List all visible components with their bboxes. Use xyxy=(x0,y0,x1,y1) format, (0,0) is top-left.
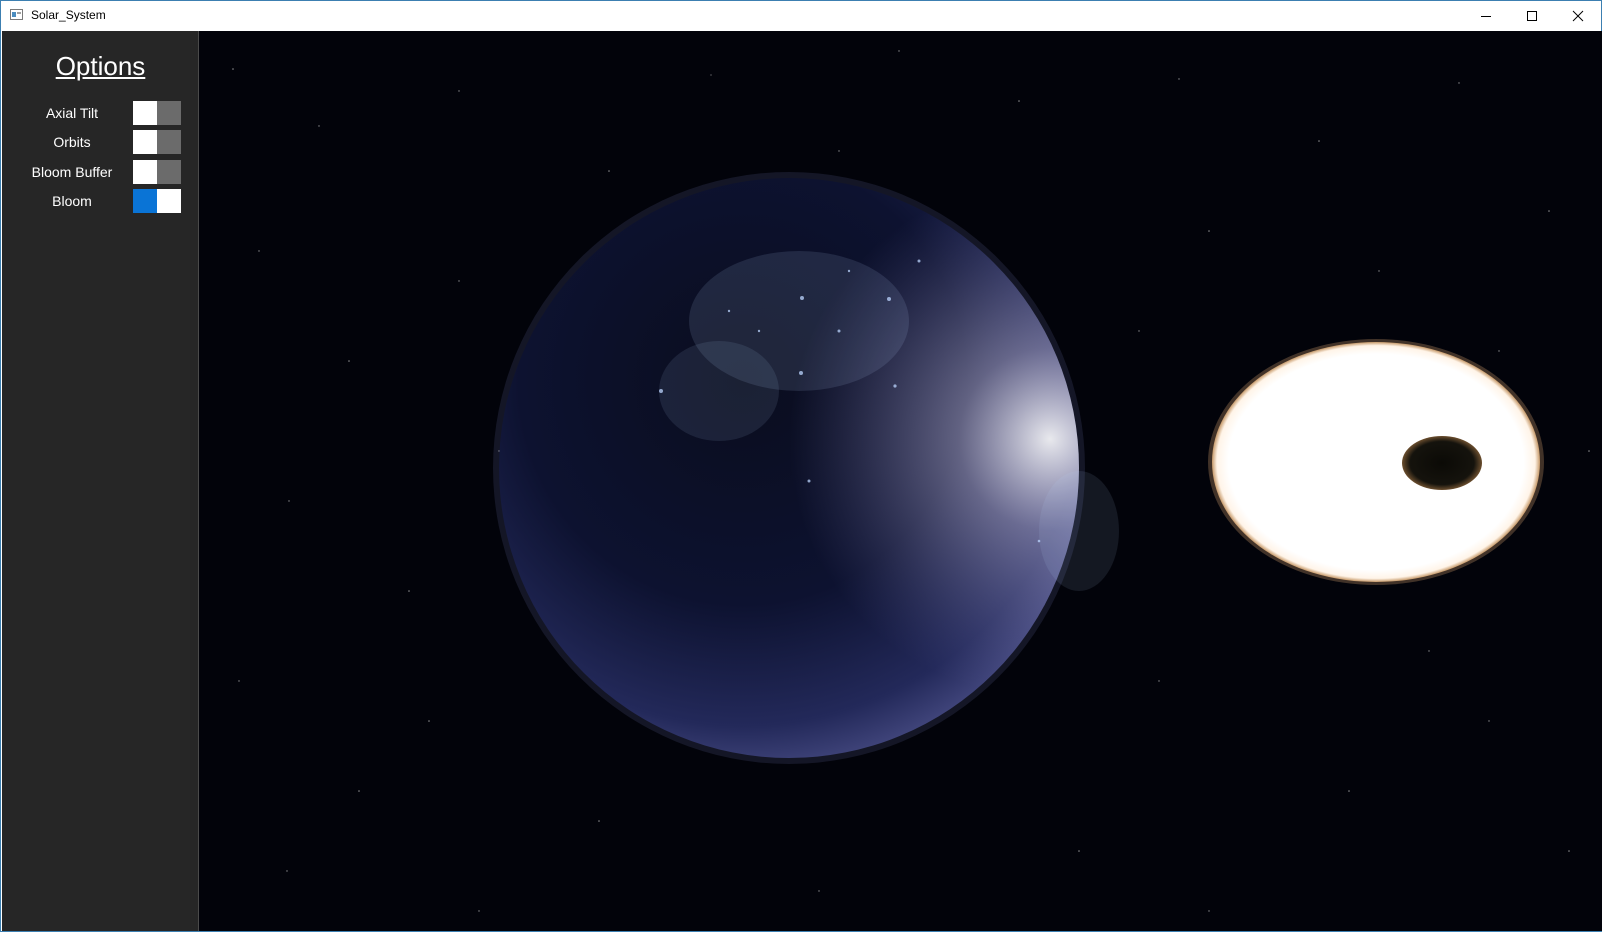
option-label: Bloom Buffer xyxy=(31,164,113,180)
toggle-knob xyxy=(157,189,181,213)
toggle-knob xyxy=(133,160,157,184)
option-label: Bloom xyxy=(52,193,92,209)
window-title: Solar_System xyxy=(31,8,106,22)
toggle-track xyxy=(157,130,181,154)
toggle-track xyxy=(133,189,157,213)
render-viewport[interactable] xyxy=(199,31,1602,931)
options-heading: Options xyxy=(55,51,146,81)
option-row-axial-tilt: Axial Tilt xyxy=(2,101,199,125)
option-row-orbits: Orbits xyxy=(2,130,199,154)
option-row-bloom: Bloom xyxy=(2,189,199,213)
options-panel: Options Axial Tilt Orbits Bloom Buffer B… xyxy=(2,31,199,931)
moon-silhouette xyxy=(1402,436,1482,490)
toggle-track xyxy=(157,101,181,125)
axial-tilt-toggle[interactable] xyxy=(133,101,181,125)
toggle-knob xyxy=(133,130,157,154)
toggle-knob xyxy=(133,101,157,125)
close-button[interactable] xyxy=(1555,1,1601,31)
bloom-toggle[interactable] xyxy=(133,189,181,213)
option-row-bloom-buffer: Bloom Buffer xyxy=(2,160,199,184)
sun-star xyxy=(1208,339,1544,585)
bloom-buffer-toggle[interactable] xyxy=(133,160,181,184)
orbits-toggle[interactable] xyxy=(133,130,181,154)
close-icon xyxy=(1572,10,1584,22)
option-label: Axial Tilt xyxy=(45,105,99,121)
space-scene xyxy=(232,50,1590,912)
earth-planet xyxy=(493,172,1119,764)
app-window-icon xyxy=(10,9,23,20)
maximize-button[interactable] xyxy=(1509,1,1555,31)
minimize-icon xyxy=(1481,16,1491,17)
title-bar[interactable]: Solar_System xyxy=(1,1,1601,31)
maximize-icon xyxy=(1527,11,1537,21)
minimize-button[interactable] xyxy=(1463,1,1509,31)
toggle-track xyxy=(157,160,181,184)
option-label: Orbits xyxy=(53,134,91,150)
